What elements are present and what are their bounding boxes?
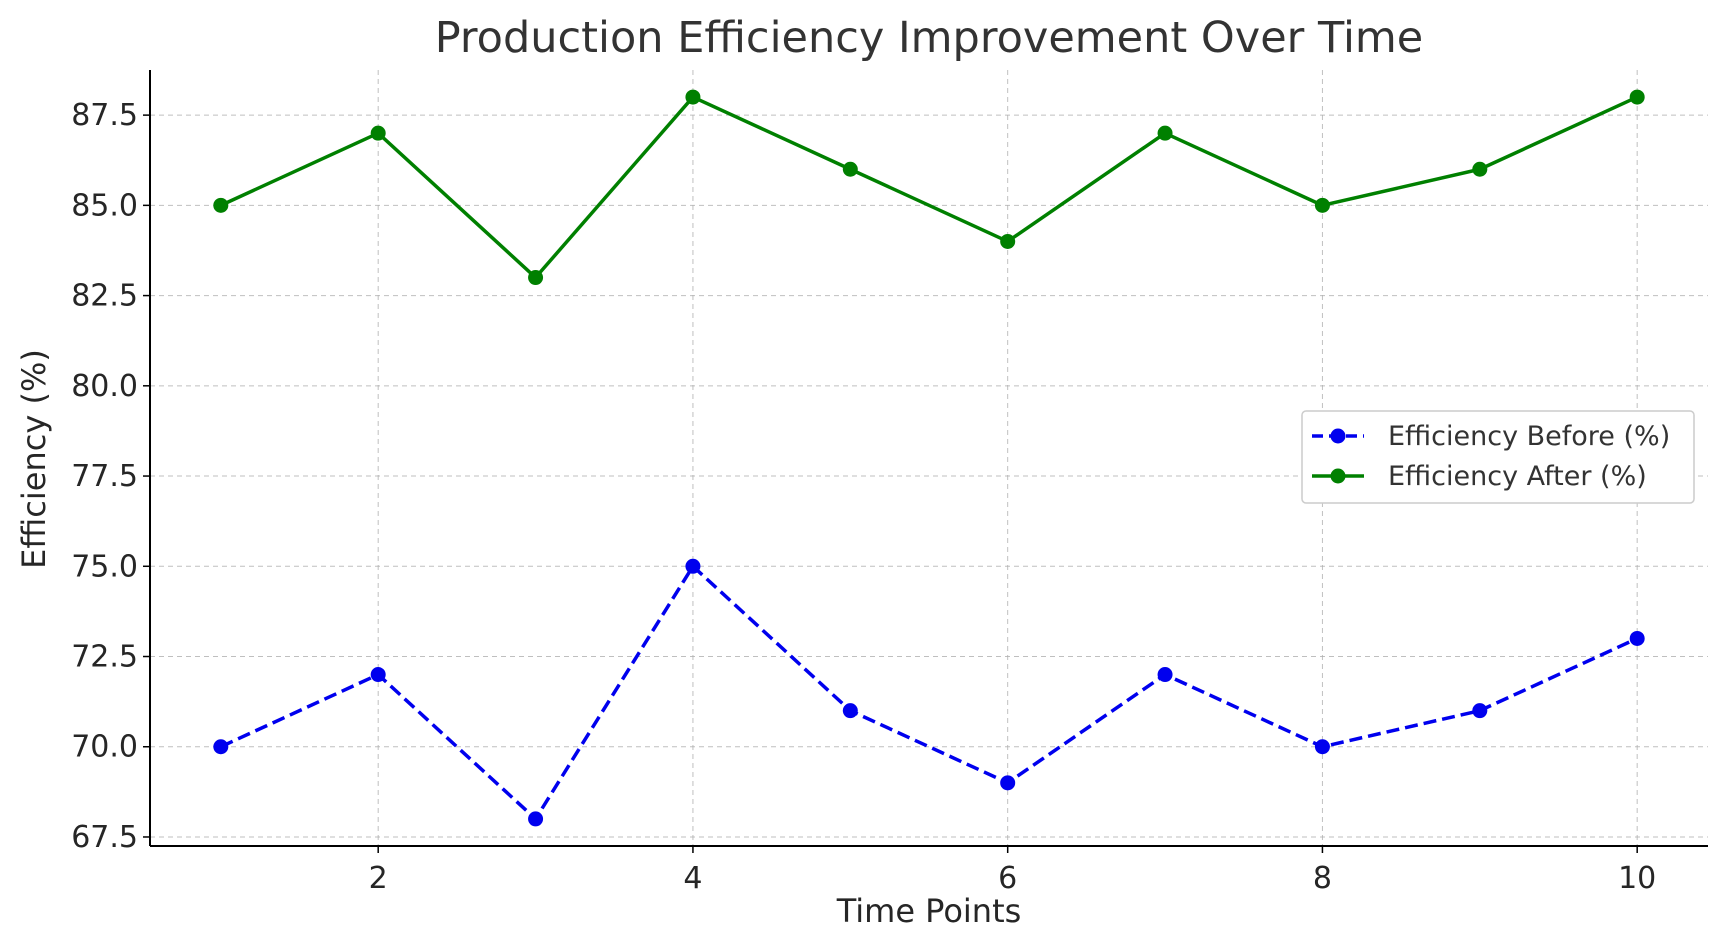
x-tick-label: 8 [1313, 861, 1332, 896]
legend: Efficiency Before (%) Efficiency After (%… [1301, 410, 1695, 504]
series-before [213, 558, 1645, 827]
data-point [528, 270, 544, 286]
y-axis-label: Efficiency (%) [15, 349, 53, 569]
data-point [842, 703, 858, 719]
data-point [685, 89, 701, 105]
y-tick-label: 80.0 [71, 369, 138, 404]
x-tick-label: 2 [369, 861, 388, 896]
x-axis-label: Time Points [836, 892, 1022, 930]
series-line [220, 95, 1638, 280]
y-tick-label: 77.5 [71, 459, 138, 494]
ticks: 2 4 6 8 10 67.5 70.0 72.5 75.0 77.5 80.0 82.5 85.0 87… [71, 98, 1656, 896]
data-point [1000, 775, 1016, 791]
data-point [842, 161, 858, 177]
y-tick-label: 67.5 [71, 820, 138, 855]
y-tick-label: 70.0 [71, 730, 138, 765]
data-point [370, 125, 386, 141]
plot-series [213, 89, 1645, 827]
legend-entries: Efficiency Before (%) Efficiency After (%… [1312, 421, 1670, 492]
legend-label: Efficiency Before (%) [1388, 421, 1670, 452]
axes [149, 70, 1708, 847]
legend-marker [1330, 428, 1346, 444]
data-point [685, 558, 701, 574]
y-tick-label: 75.0 [71, 549, 138, 584]
data-point [1000, 233, 1016, 249]
x-tick-label: 10 [1618, 861, 1656, 896]
y-tick-label: 82.5 [71, 279, 138, 314]
legend-label: Efficiency After (%) [1388, 461, 1647, 492]
data-point [1157, 667, 1173, 683]
x-tick-label: 4 [683, 861, 702, 896]
x-tick-label: 6 [998, 861, 1017, 896]
data-point [213, 197, 229, 213]
data-point [528, 811, 544, 827]
data-point [370, 667, 386, 683]
data-point [1629, 630, 1645, 646]
series-after [213, 89, 1645, 286]
data-point [1157, 125, 1173, 141]
data-point [1629, 89, 1645, 105]
y-tick-label: 87.5 [71, 98, 138, 133]
chart-title: Production Efficiency Improvement Over T… [435, 13, 1424, 63]
y-tick-label: 85.0 [71, 188, 138, 223]
legend-marker [1330, 468, 1346, 484]
y-tick-label: 72.5 [71, 640, 138, 675]
data-point [1314, 197, 1330, 213]
data-point [1314, 739, 1330, 755]
data-point [213, 739, 229, 755]
legend-entry: Efficiency Before (%) [1312, 421, 1670, 452]
legend-entry: Efficiency After (%) [1312, 461, 1647, 492]
legend-frame [1301, 410, 1695, 504]
data-point [1472, 703, 1488, 719]
data-point [1472, 161, 1488, 177]
